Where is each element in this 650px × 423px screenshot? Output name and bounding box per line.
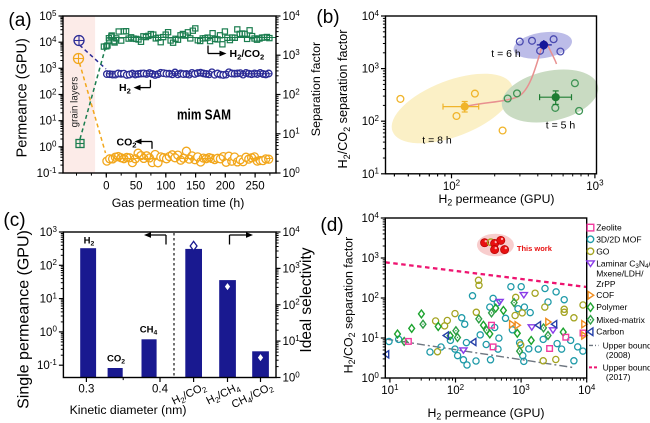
svg-text:250: 250 <box>246 180 265 192</box>
svg-text:GO: GO <box>596 246 610 256</box>
svg-text:This work: This work <box>517 244 553 253</box>
svg-text:COF: COF <box>596 290 614 300</box>
svg-text:(d): (d) <box>320 215 343 236</box>
svg-text:Carbon: Carbon <box>596 327 624 337</box>
svg-text:Gas permeation time (h): Gas permeation time (h) <box>112 196 245 210</box>
svg-text:(b): (b) <box>316 7 339 28</box>
svg-text:3D/2D MOF: 3D/2D MOF <box>596 234 641 244</box>
svg-text:Mxene/LDH/: Mxene/LDH/ <box>596 269 644 279</box>
svg-text:Kinetic diameter (nm): Kinetic diameter (nm) <box>70 403 187 417</box>
svg-text:H2​: H2​ <box>84 236 95 248</box>
svg-text:200: 200 <box>216 180 235 192</box>
svg-text:(2017): (2017) <box>606 372 631 382</box>
svg-text:0: 0 <box>103 180 109 192</box>
svg-text:CH4​: CH4​ <box>140 325 158 337</box>
svg-text:Mixed-matrix: Mixed-matrix <box>596 315 645 325</box>
svg-text:Polymer: Polymer <box>596 302 627 312</box>
svg-text:100: 100 <box>156 180 175 192</box>
svg-text:H2​: H2​ <box>119 82 131 95</box>
svg-text:H2​/CO2​ separation factor: H2​/CO2​ separation factor <box>342 237 358 374</box>
svg-text:(2008): (2008) <box>606 350 631 360</box>
svg-text:CO2​: CO2​ <box>107 354 125 366</box>
svg-text:ZrPP: ZrPP <box>596 279 616 289</box>
svg-text:Laminar C3N4/: Laminar C3N4/ <box>596 258 650 270</box>
svg-text:Single permeance (GPU): Single permeance (GPU) <box>16 230 33 409</box>
svg-text:t = 5 h: t = 5 h <box>546 120 576 132</box>
svg-text:mim SAM: mim SAM <box>177 107 231 124</box>
svg-text:Separation factor: Separation factor <box>309 42 323 136</box>
svg-text:H2​/CO2​: H2​/CO2​ <box>230 48 265 61</box>
svg-text:t = 8 h: t = 8 h <box>422 135 452 147</box>
svg-text:0.3: 0.3 <box>78 384 94 396</box>
svg-text:Ideal selectivity: Ideal selectivity <box>298 247 315 352</box>
svg-text:H2​ permeance (GPU): H2​ permeance (GPU) <box>427 406 544 422</box>
svg-text:t = 6 h: t = 6 h <box>491 48 521 60</box>
svg-text:CO2​: CO2​ <box>117 136 137 149</box>
svg-text:H2​ permeance (GPU): H2​ permeance (GPU) <box>439 192 555 208</box>
svg-text:(a): (a) <box>8 10 31 31</box>
svg-text:0.4: 0.4 <box>152 384 169 396</box>
svg-text:Upper bound: Upper bound <box>603 362 650 372</box>
svg-text:grain layers: grain layers <box>70 77 81 128</box>
svg-text:H2​/CO2​ separation factor: H2​/CO2​ separation factor <box>336 30 352 169</box>
svg-text:50: 50 <box>130 180 143 192</box>
svg-text:(c): (c) <box>3 210 25 231</box>
svg-text:Permeance (GPU): Permeance (GPU) <box>15 38 31 157</box>
svg-text:Zeolite: Zeolite <box>596 223 622 233</box>
svg-text:150: 150 <box>186 180 205 192</box>
svg-text:Upper bound: Upper bound <box>603 340 650 350</box>
